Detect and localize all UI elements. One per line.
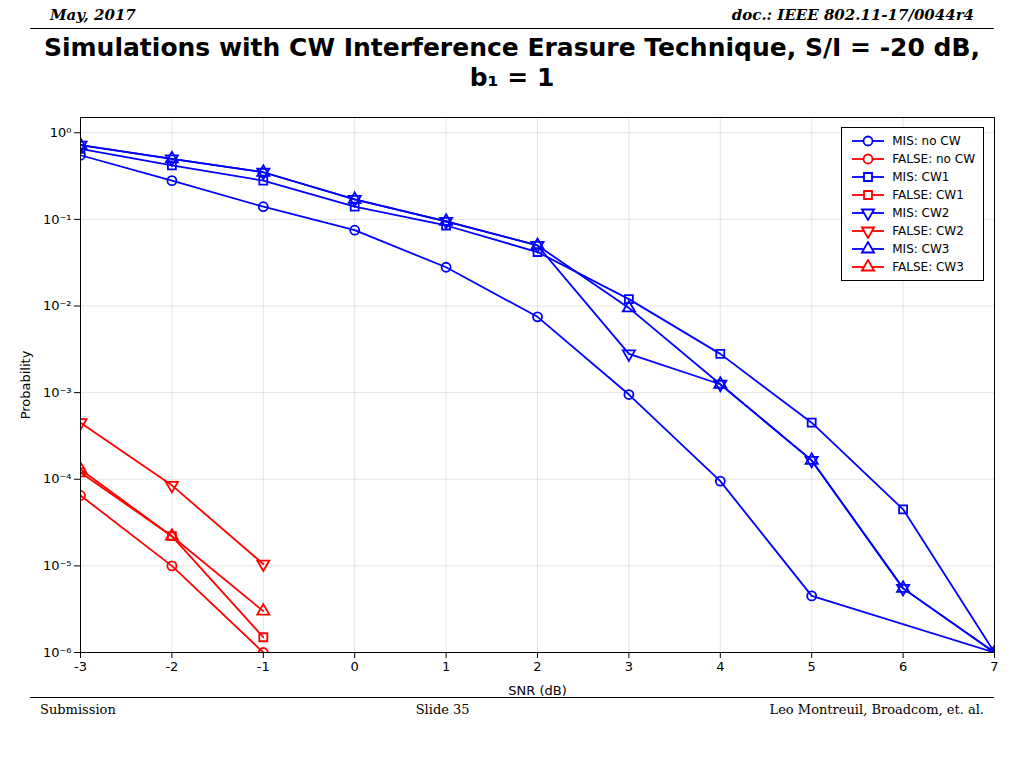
html-text:MIS: CW1: MIS: CW1 (892, 170, 950, 184)
svg-text:10⁰: 10⁰ (50, 125, 72, 140)
html-text:MIS: CW3: MIS: CW3 (892, 242, 950, 256)
html-text:MIS: CW2: MIS: CW2 (892, 206, 950, 220)
svg-text:10⁻³: 10⁻³ (43, 385, 72, 400)
svg-text:3: 3 (625, 659, 633, 674)
html-text:Submission: Submission (40, 702, 116, 717)
svg-text:Probability: Probability (18, 350, 33, 419)
svg-text:-1: -1 (257, 659, 270, 674)
svg-text:10⁻²: 10⁻² (43, 298, 72, 313)
html-text:FALSE: CW3: FALSE: CW3 (892, 260, 964, 274)
svg-text:-2: -2 (165, 659, 178, 674)
html-text:doc.: IEEE 802.11-17/0044r4: doc.: IEEE 802.11-17/0044r4 (731, 6, 974, 24)
svg-text:10⁻⁶: 10⁻⁶ (43, 645, 72, 660)
html-text:Slide 35: Slide 35 (415, 702, 470, 717)
svg-text:5: 5 (808, 659, 816, 674)
svg-text:10⁻⁴: 10⁻⁴ (43, 471, 72, 486)
svg-text:4: 4 (716, 659, 724, 674)
svg-text:10⁻⁵: 10⁻⁵ (43, 558, 72, 573)
html-text:Leo Montreuil, Broadcom, et. a: Leo Montreuil, Broadcom, et. al. (769, 702, 984, 717)
html-text:MIS: no CW: MIS: no CW (892, 134, 961, 148)
html-text:FALSE: CW1: FALSE: CW1 (892, 188, 964, 202)
svg-text:-3: -3 (74, 659, 87, 674)
svg-text:6: 6 (899, 659, 907, 674)
html-text:May, 2017: May, 2017 (50, 6, 136, 24)
svg-text:7: 7 (990, 659, 998, 674)
html-text:FALSE: CW2: FALSE: CW2 (892, 224, 964, 238)
svg-text:0: 0 (351, 659, 359, 674)
svg-text:10⁻¹: 10⁻¹ (43, 212, 72, 227)
svg-text:SNR (dB): SNR (dB) (508, 683, 566, 698)
html-text:Simulations with CW Interferen: Simulations with CW Interference Erasure… (44, 33, 980, 92)
svg-text:1: 1 (442, 659, 450, 674)
svg-text:2: 2 (533, 659, 541, 674)
html-text:FALSE: no CW: FALSE: no CW (892, 152, 975, 166)
